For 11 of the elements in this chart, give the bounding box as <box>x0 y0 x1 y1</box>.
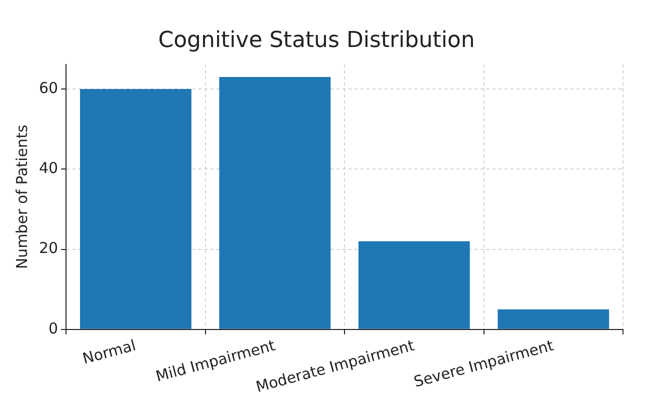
bar <box>498 309 610 329</box>
chart-title: Cognitive Status Distribution <box>158 28 475 53</box>
y-tick-label: 40 <box>38 159 58 178</box>
y-tick-label: 20 <box>38 239 58 258</box>
x-tick-label: Normal <box>80 336 138 368</box>
bar <box>80 89 192 329</box>
bar <box>358 241 470 329</box>
y-axis-title: Number of Patients <box>12 124 31 270</box>
y-tick-label: 0 <box>48 319 58 338</box>
y-tick-label: 60 <box>38 78 58 97</box>
bar <box>219 77 331 329</box>
